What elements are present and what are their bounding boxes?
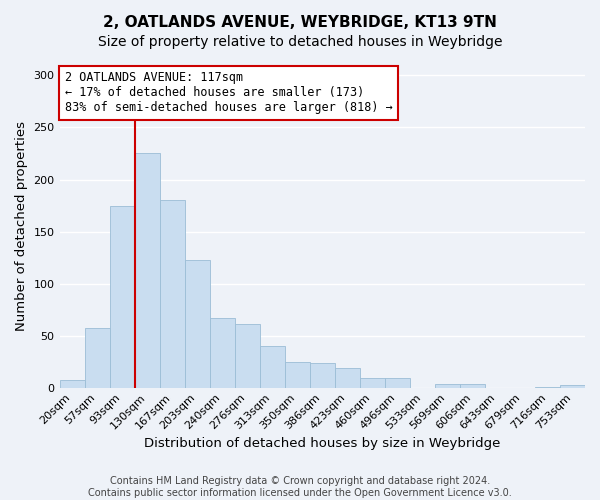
- Text: 2 OATLANDS AVENUE: 117sqm
← 17% of detached houses are smaller (173)
83% of semi: 2 OATLANDS AVENUE: 117sqm ← 17% of detac…: [65, 72, 392, 114]
- Bar: [385, 378, 410, 388]
- Y-axis label: Number of detached properties: Number of detached properties: [15, 122, 28, 332]
- Bar: [85, 328, 110, 388]
- X-axis label: Distribution of detached houses by size in Weybridge: Distribution of detached houses by size …: [144, 437, 500, 450]
- Bar: [310, 362, 335, 388]
- Bar: [285, 362, 310, 388]
- Bar: [185, 260, 209, 388]
- Bar: [360, 378, 385, 388]
- Bar: [59, 380, 85, 388]
- Bar: [134, 154, 160, 388]
- Bar: [335, 368, 360, 388]
- Bar: [110, 206, 134, 388]
- Bar: [235, 324, 260, 388]
- Text: Size of property relative to detached houses in Weybridge: Size of property relative to detached ho…: [98, 35, 502, 49]
- Text: Contains HM Land Registry data © Crown copyright and database right 2024.
Contai: Contains HM Land Registry data © Crown c…: [88, 476, 512, 498]
- Bar: [209, 318, 235, 388]
- Bar: [260, 346, 285, 388]
- Bar: [535, 386, 560, 388]
- Text: 2, OATLANDS AVENUE, WEYBRIDGE, KT13 9TN: 2, OATLANDS AVENUE, WEYBRIDGE, KT13 9TN: [103, 15, 497, 30]
- Bar: [460, 384, 485, 388]
- Bar: [160, 200, 185, 388]
- Bar: [560, 384, 585, 388]
- Bar: [435, 384, 460, 388]
